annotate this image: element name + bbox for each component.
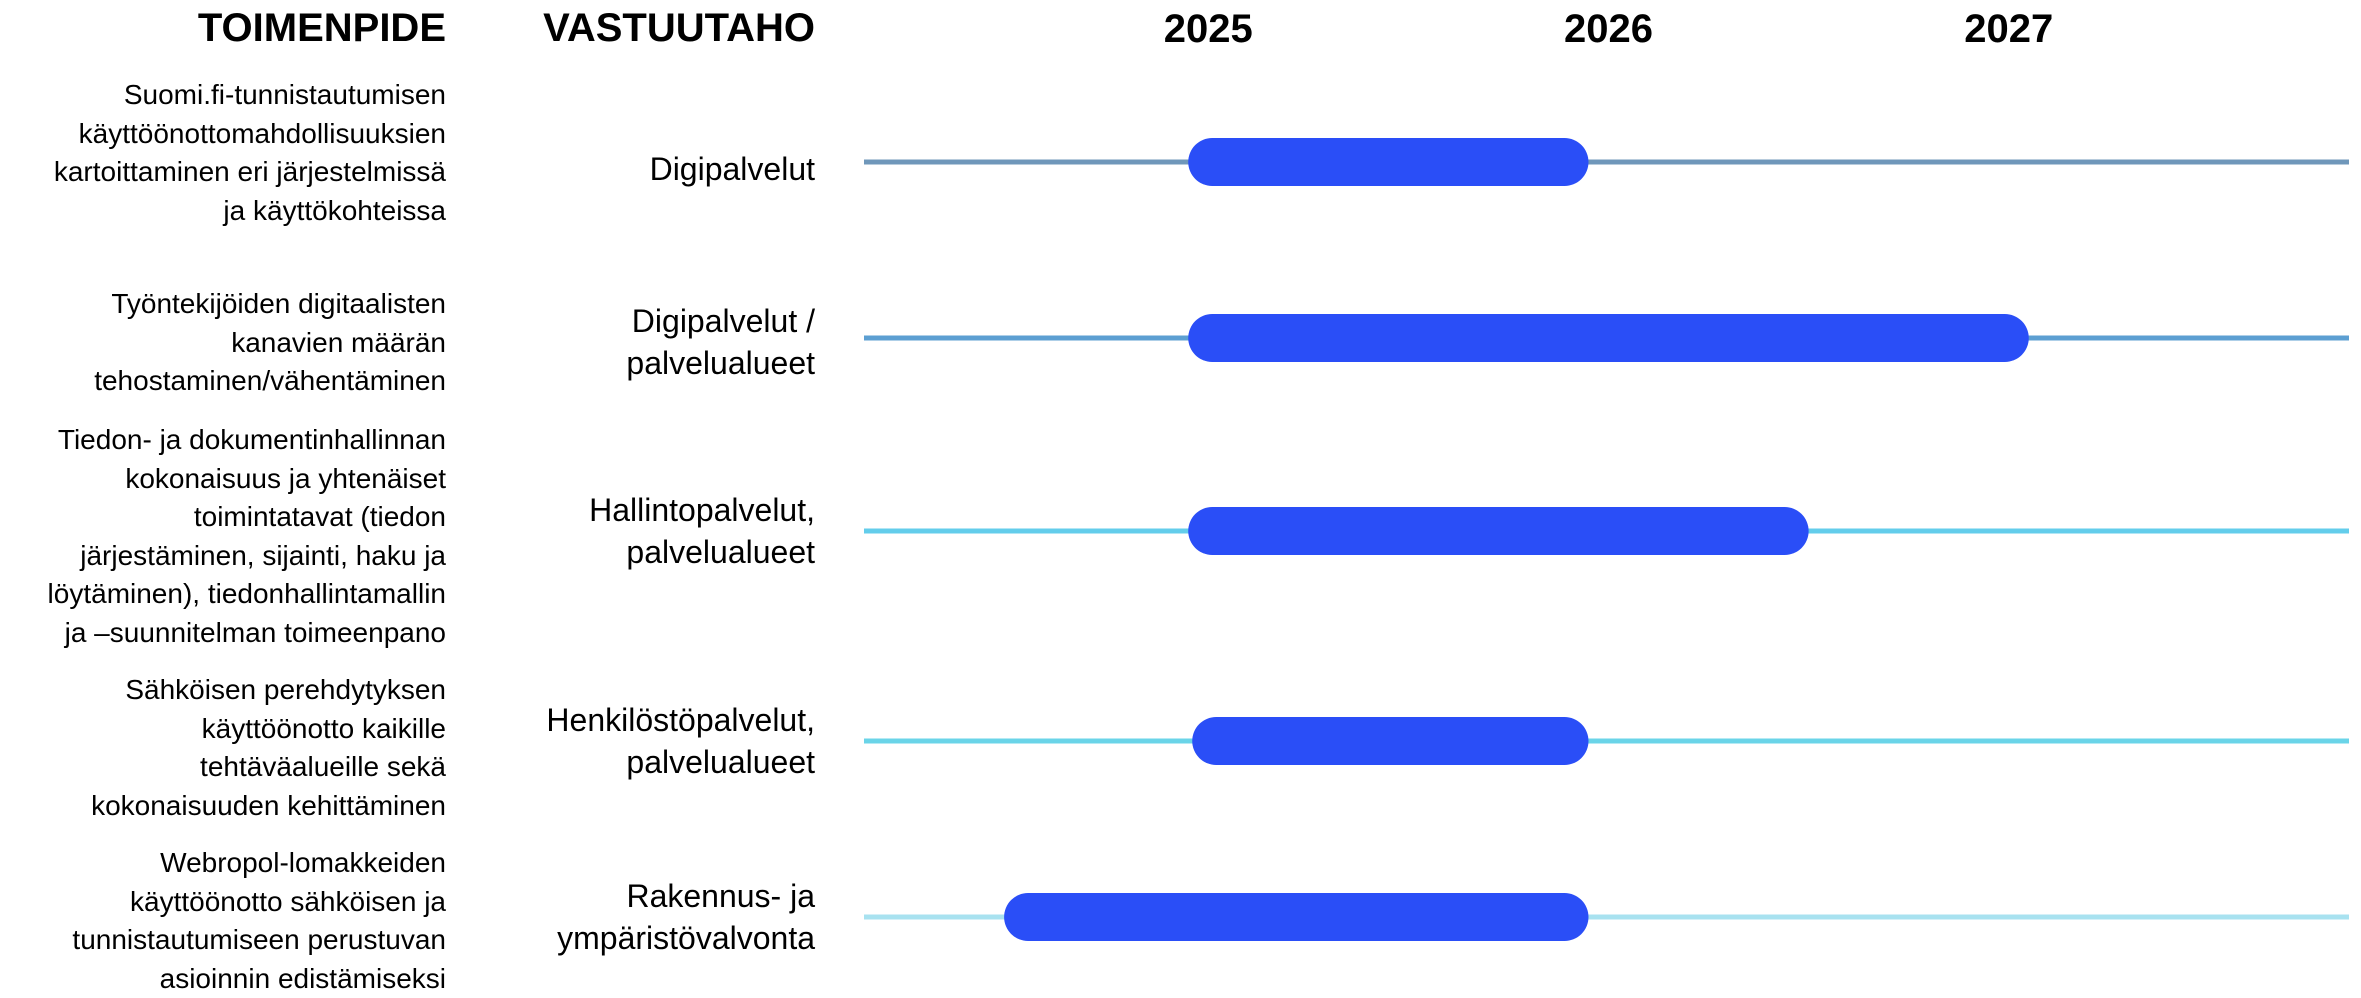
- year-label: 2027: [1964, 7, 2053, 51]
- action-text: Tiedon- ja dokumentinhallinnan kokonaisu…: [47, 424, 446, 648]
- action-text: Työntekijöiden digitaalisten kanavien mä…: [94, 288, 446, 396]
- responsible-text: Rakennus- ja ympäristövalvonta: [557, 878, 815, 956]
- gantt-bar: [1192, 717, 1589, 765]
- action-text: Webropol-lomakkeiden käyttöönotto sähköi…: [72, 847, 446, 994]
- responsible-text: Henkilöstöpalvelut, palvelualueet: [546, 702, 815, 780]
- column-header-action: TOIMENPIDE: [197, 6, 446, 50]
- gantt-bar: [1188, 507, 1809, 555]
- responsible-text: Digipalvelut / palvelualueet: [626, 303, 815, 381]
- action-text: Sähköisen perehdytyksen käyttöönotto kai…: [91, 674, 446, 821]
- responsible-text: Hallintopalvelut, palvelualueet: [589, 492, 815, 570]
- year-label: 2026: [1564, 7, 1653, 51]
- gantt-bar: [1004, 893, 1589, 941]
- year-label: 2025: [1164, 7, 1253, 51]
- gantt-bar: [1188, 314, 2029, 362]
- gantt-bar: [1188, 138, 1589, 186]
- column-header-responsible: VASTUUTAHO: [543, 6, 815, 50]
- responsible-text: Digipalvelut: [649, 151, 815, 187]
- action-text: Suomi.fi-tunnistautumisen käyttöönottoma…: [53, 79, 446, 226]
